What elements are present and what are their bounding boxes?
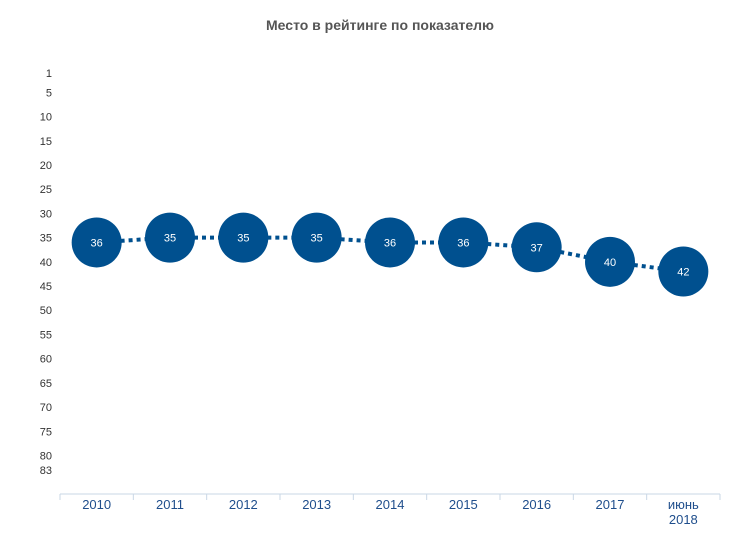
y-tick-label: 20 <box>40 160 52 172</box>
data-label: 36 <box>457 237 469 249</box>
x-tick-label: 2015 <box>449 497 478 512</box>
y-tick-label: 5 <box>46 87 52 99</box>
data-point-июнь-2018: 42 <box>658 246 709 297</box>
data-point-2010: 36 <box>71 217 122 268</box>
y-tick-label: 70 <box>40 402 52 414</box>
data-point-2017: 40 <box>585 236 635 287</box>
x-tick-label: 2010 <box>82 497 111 512</box>
data-point-marker <box>658 246 709 297</box>
data-point-2011: 35 <box>145 212 195 263</box>
y-tick-label: 15 <box>40 136 52 148</box>
data-label: 42 <box>677 267 689 279</box>
data-point-2013: 35 <box>291 212 342 263</box>
x-tick-label: 2012 <box>229 497 258 512</box>
y-tick-label: 80 <box>40 450 52 462</box>
y-tick-label: 45 <box>40 281 52 293</box>
y-tick-label: 65 <box>40 378 52 390</box>
y-tick-label: 40 <box>40 257 52 269</box>
x-tick-label: 2013 <box>302 497 331 512</box>
data-point-marker <box>511 222 562 273</box>
data-point-marker <box>438 217 489 268</box>
y-tick-label: 10 <box>40 112 52 124</box>
data-point-marker <box>71 217 122 268</box>
y-tick-label: 55 <box>40 329 52 341</box>
data-point-2014: 36 <box>365 217 415 268</box>
data-label: 36 <box>91 237 103 249</box>
x-tick-label: 2016 <box>522 497 551 512</box>
data-label: 35 <box>311 233 323 245</box>
x-tick-label: 2017 <box>596 497 625 512</box>
y-tick-label: 35 <box>40 233 52 245</box>
data-point-2012: 35 <box>218 212 269 263</box>
x-tick-label: 2011 <box>156 497 184 512</box>
y-tick-label: 25 <box>40 184 52 196</box>
data-markers: 36 35 35 35 36 36 37 40 42 <box>71 212 709 297</box>
y-tick-label: 75 <box>40 426 52 438</box>
chart-title: Место в рейтинге по показателю <box>266 17 494 33</box>
y-tick-label: 83 <box>40 465 52 477</box>
data-label: 36 <box>384 237 396 249</box>
data-point-marker <box>218 212 269 263</box>
data-point-2015: 36 <box>438 217 489 268</box>
data-label: 35 <box>237 233 249 245</box>
data-label: 35 <box>164 233 176 245</box>
data-label: 40 <box>604 257 616 269</box>
x-tick-label: 2014 <box>376 497 405 512</box>
y-tick-label: 50 <box>40 305 52 317</box>
y-tick-label: 60 <box>40 354 52 366</box>
y-tick-label: 1 <box>46 68 52 80</box>
data-point-marker <box>585 236 635 287</box>
data-label: 37 <box>531 242 543 254</box>
data-point-marker <box>145 212 195 263</box>
x-axis: 2010 2011 2012 2013 2014 2015 2016 2017 июнь 2018 <box>59 493 721 527</box>
data-point-2016: 37 <box>511 222 562 273</box>
y-tick-label: 30 <box>40 208 52 220</box>
data-point-marker <box>365 217 415 268</box>
data-point-marker <box>291 212 342 263</box>
x-tick-label: июнь 2018 <box>668 497 699 527</box>
